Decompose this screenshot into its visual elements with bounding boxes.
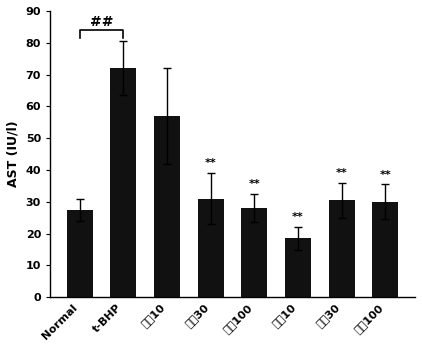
Bar xyxy=(372,202,398,297)
Text: ##: ## xyxy=(90,15,113,29)
Bar xyxy=(241,208,268,297)
Bar xyxy=(285,238,311,297)
Bar xyxy=(329,200,355,297)
Bar xyxy=(154,116,180,297)
Bar xyxy=(67,210,93,297)
Text: **: ** xyxy=(336,168,348,178)
Text: **: ** xyxy=(292,213,304,222)
Text: **: ** xyxy=(379,169,391,180)
Text: **: ** xyxy=(205,158,216,168)
Text: **: ** xyxy=(249,179,260,189)
Y-axis label: AST (IU/l): AST (IU/l) xyxy=(7,121,20,187)
Bar xyxy=(197,199,224,297)
Bar xyxy=(110,68,136,297)
